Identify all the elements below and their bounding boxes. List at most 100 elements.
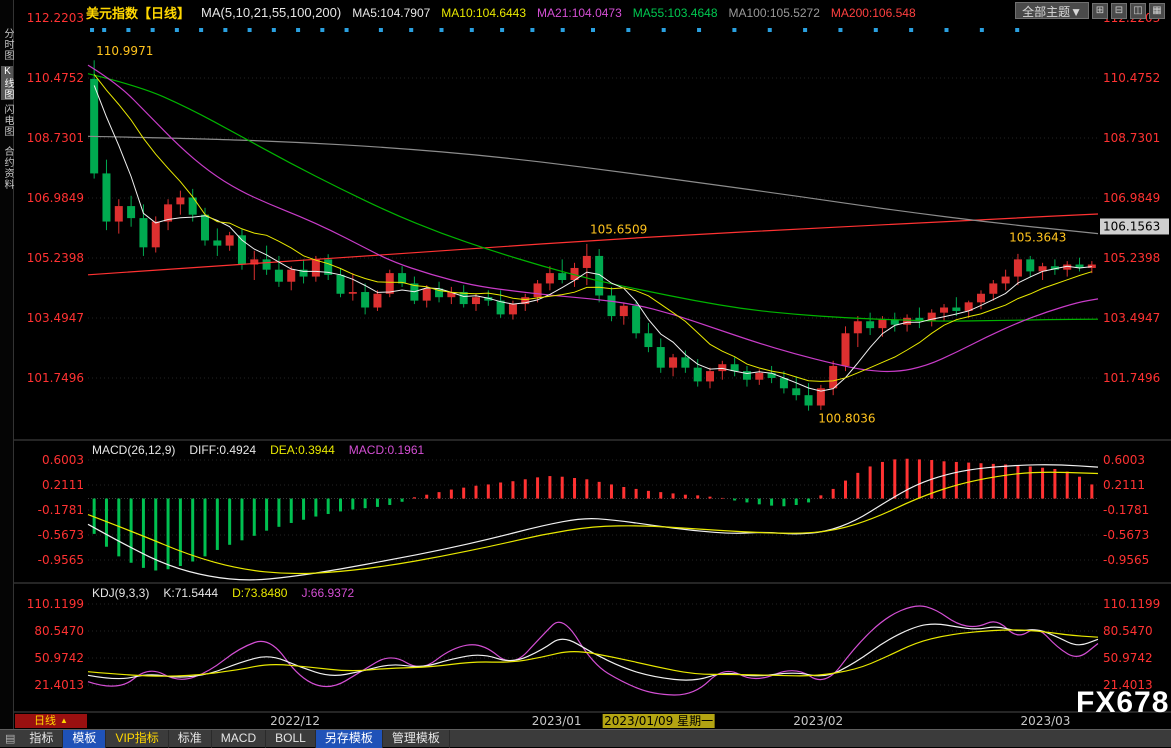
candle-body xyxy=(742,371,751,380)
macd-dea-line xyxy=(87,471,1099,575)
ma-line-ma200 xyxy=(87,213,1099,276)
event-marker-dot xyxy=(697,28,702,32)
event-marker-dot xyxy=(247,28,252,32)
period-selector[interactable]: 日线 ▲ xyxy=(15,714,87,728)
candle-body xyxy=(447,292,456,298)
candle-body xyxy=(952,307,961,311)
candle-body xyxy=(508,304,517,315)
event-marker-dot xyxy=(150,28,155,32)
layout-quad-icon[interactable]: ▦ xyxy=(1149,2,1165,19)
candle-body xyxy=(656,347,665,368)
last-price-tag: 106.1563 xyxy=(1103,219,1160,233)
ma-line-ma55 xyxy=(87,73,1099,322)
macd-header: MACD(26,12,9) DIFF:0.4924 DEA:0.3944 MAC… xyxy=(92,443,424,457)
event-marker-dot xyxy=(732,28,737,32)
tab-macd[interactable]: MACD xyxy=(212,729,267,748)
chart-type-sidebar: 分时图 K线图 闪电图 合约资料 xyxy=(0,0,14,729)
event-marker-dot xyxy=(873,28,878,32)
sidebar-item-candle-chart[interactable]: K线图 xyxy=(1,66,13,100)
candle-body xyxy=(127,206,136,219)
axis-tick-label-left: 50.9742 xyxy=(34,651,84,665)
theme-selector-button[interactable]: 全部主题▼ xyxy=(1015,2,1089,19)
candle-body xyxy=(1001,276,1010,284)
axis-tick-label-right: 0.6003 xyxy=(1103,453,1145,467)
candle-body xyxy=(176,197,185,205)
candle-body xyxy=(164,204,173,222)
candle-body xyxy=(1026,259,1035,272)
candle-body xyxy=(435,288,444,298)
candle-body xyxy=(348,292,357,294)
tab-indicators[interactable]: 指标 xyxy=(20,729,64,748)
candle-body xyxy=(829,365,838,389)
axis-tick-label-left: 0.6003 xyxy=(42,453,84,467)
kdj-pane xyxy=(87,603,1099,696)
candle-body xyxy=(693,367,702,382)
candle-body xyxy=(422,288,431,301)
candle-body xyxy=(496,300,505,315)
event-marker-dot xyxy=(661,28,666,32)
chart-header-bar: 美元指数【日线】 MA(5,10,21,55,100,200) MA5:104.… xyxy=(86,3,916,22)
candle-body xyxy=(1050,266,1059,270)
candle-body xyxy=(484,297,493,301)
candle-body xyxy=(878,319,887,329)
axis-tick-label-right: 21.4013 xyxy=(1103,678,1153,692)
tab-save-template[interactable]: 另存模板 xyxy=(315,729,383,748)
layout-rows-icon[interactable]: ⊟ xyxy=(1111,2,1127,19)
candle-body xyxy=(102,173,111,222)
sidebar-item-lightning-chart[interactable]: 闪电图 xyxy=(2,104,13,137)
layout-grid-icon[interactable]: ⊞ xyxy=(1092,2,1108,19)
ma-settings-label: MA(5,10,21,55,100,200) xyxy=(201,5,342,20)
instrument-title: 美元指数【日线】 xyxy=(86,6,191,21)
candle-body xyxy=(188,197,197,215)
candle-body xyxy=(533,283,542,298)
axis-tick-label-left: 101.7496 xyxy=(27,371,84,385)
candle-body xyxy=(459,292,468,305)
candle-body xyxy=(139,218,148,248)
candle-body xyxy=(324,259,333,275)
event-marker-dot xyxy=(803,28,808,32)
candle-body xyxy=(816,388,825,406)
sidebar-item-time-chart[interactable]: 分时图 xyxy=(2,28,13,61)
candle-body xyxy=(225,235,234,246)
axis-tick-label-right: 110.4752 xyxy=(1103,71,1160,85)
tab-manage-template[interactable]: 管理模板 xyxy=(383,729,450,748)
ma10-value-label: MA10:104.6443 xyxy=(441,5,527,20)
kdj-j-value: J:66.9372 xyxy=(301,586,355,600)
period-label: 日线 xyxy=(34,715,57,727)
tab-templates[interactable]: 模板 xyxy=(63,729,107,748)
candle-body xyxy=(373,293,382,308)
axis-tick-label-right: 108.7301 xyxy=(1103,131,1160,145)
candle-body xyxy=(964,302,973,311)
axis-tick-label-right: -0.5673 xyxy=(1103,528,1149,542)
axis-tick-label-left: 21.4013 xyxy=(34,678,84,692)
main-price-pane: 110.9971 105.6509 100.8036 105.3643 xyxy=(87,28,1099,426)
ma-line-ma10 xyxy=(93,74,1092,382)
layout-columns-icon[interactable]: ◫ xyxy=(1130,2,1146,19)
candle-body xyxy=(767,372,776,378)
candle-body xyxy=(915,317,924,322)
candle-body xyxy=(558,273,567,281)
axis-tick-label-left: 108.7301 xyxy=(27,131,84,145)
date-label: 2023/02 xyxy=(793,714,843,728)
fx678-watermark: FX678 xyxy=(1076,686,1170,719)
candle-body xyxy=(311,259,320,277)
axis-tick-label-left: -0.1781 xyxy=(38,503,84,517)
tab-vip-indicators[interactable]: VIP指标 xyxy=(106,729,169,748)
candle-body xyxy=(718,364,727,372)
axis-tick-label-right: 110.1199 xyxy=(1103,597,1160,611)
macd-title: MACD(26,12,9) xyxy=(92,443,176,457)
tab-boll[interactable]: BOLL xyxy=(266,729,316,748)
event-marker-dot xyxy=(409,28,414,32)
candle-body xyxy=(1013,259,1022,277)
kdj-j-line xyxy=(87,605,1099,696)
sidebar-item-contract-info[interactable]: 合约资料 xyxy=(2,146,13,190)
event-marker-dot xyxy=(469,28,474,32)
candle-body xyxy=(287,269,296,282)
tab-standard[interactable]: 标准 xyxy=(169,729,212,748)
axis-tick-label-right: 106.9849 xyxy=(1103,191,1160,205)
candle-body xyxy=(841,333,850,366)
candle-body xyxy=(669,357,678,368)
candle-body xyxy=(361,292,370,308)
candle-body xyxy=(545,273,554,284)
